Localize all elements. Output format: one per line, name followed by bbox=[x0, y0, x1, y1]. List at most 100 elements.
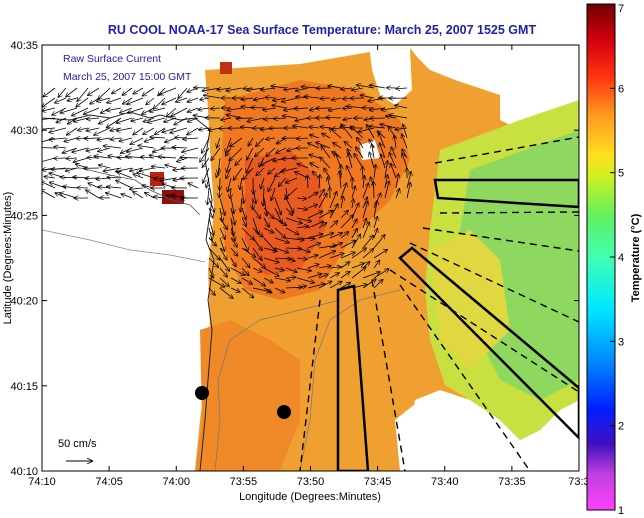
current-vector bbox=[208, 237, 216, 246]
current-vector bbox=[389, 115, 408, 119]
current-vector bbox=[165, 137, 177, 142]
current-vector bbox=[219, 217, 227, 229]
x-tick-label: 73:40 bbox=[431, 476, 459, 488]
current-vector bbox=[254, 98, 265, 100]
current-vector bbox=[285, 207, 292, 215]
current-vector bbox=[219, 247, 227, 260]
current-vector bbox=[42, 128, 56, 129]
current-vector bbox=[340, 240, 355, 249]
current-vector bbox=[148, 117, 166, 123]
current-vector bbox=[266, 138, 276, 139]
current-vector bbox=[241, 227, 254, 240]
x-tick-label: 74:05 bbox=[95, 476, 123, 488]
current-vector bbox=[122, 87, 133, 95]
current-vector bbox=[307, 222, 323, 229]
current-vector bbox=[133, 192, 144, 199]
station-marker bbox=[195, 386, 209, 400]
x-tick-label: 74:10 bbox=[28, 476, 56, 488]
current-vector bbox=[230, 267, 244, 275]
x-tick-label: 73:3 bbox=[568, 476, 589, 488]
current-vector bbox=[343, 108, 353, 109]
current-vector bbox=[344, 142, 353, 149]
current-vector bbox=[340, 211, 348, 219]
current-vector bbox=[42, 190, 56, 199]
current-vector bbox=[307, 264, 319, 269]
current-vector bbox=[230, 227, 235, 241]
x-tick-label: 73:45 bbox=[364, 476, 392, 488]
current-vector bbox=[159, 87, 177, 94]
current-vector bbox=[361, 95, 375, 99]
current-vector bbox=[247, 147, 254, 160]
current-vector bbox=[143, 87, 155, 96]
current-vector bbox=[208, 267, 213, 278]
current-vector bbox=[263, 187, 264, 206]
current-vector bbox=[72, 107, 89, 116]
current-vector bbox=[241, 98, 254, 100]
current-vector bbox=[176, 97, 188, 102]
current-vector bbox=[246, 157, 254, 173]
current-vector bbox=[146, 97, 155, 104]
current-vector bbox=[341, 197, 343, 209]
x-tick-label: 73:50 bbox=[297, 476, 325, 488]
current-vector bbox=[268, 177, 276, 191]
contour-line bbox=[42, 229, 206, 263]
current-vector bbox=[296, 258, 307, 259]
current-vector bbox=[307, 255, 318, 258]
current-vector bbox=[241, 247, 255, 257]
current-vector bbox=[207, 187, 209, 204]
current-vector bbox=[307, 211, 322, 219]
current-vector bbox=[188, 117, 199, 122]
current-vector bbox=[329, 267, 341, 268]
current-vector bbox=[187, 97, 199, 102]
current-vector bbox=[304, 96, 320, 98]
current-vector bbox=[263, 247, 277, 251]
current-vector bbox=[351, 186, 355, 199]
current-vector bbox=[369, 126, 386, 128]
transect-box bbox=[336, 284, 370, 471]
current-vector bbox=[152, 166, 166, 168]
current-vector bbox=[252, 247, 262, 260]
current-vector bbox=[130, 188, 144, 189]
current-vector bbox=[64, 137, 78, 141]
current-vector bbox=[333, 143, 342, 149]
current-vector bbox=[230, 247, 237, 256]
current-vector bbox=[374, 165, 376, 179]
current-vector bbox=[373, 217, 377, 229]
current-vector bbox=[208, 227, 212, 240]
current-vector bbox=[362, 249, 374, 259]
station-marker bbox=[277, 405, 291, 419]
current-vector bbox=[247, 117, 265, 121]
current-vector bbox=[263, 287, 272, 293]
dashed-sector-lines bbox=[299, 136, 579, 471]
current-vector bbox=[112, 87, 122, 93]
current-vector bbox=[97, 138, 111, 140]
current-vector bbox=[307, 192, 318, 199]
current-vector bbox=[180, 157, 199, 158]
current-vector bbox=[84, 107, 100, 114]
current-vector bbox=[307, 274, 322, 279]
current-vector bbox=[379, 133, 386, 149]
current-vector bbox=[319, 175, 320, 189]
current-vector bbox=[228, 177, 232, 191]
no-data-patch bbox=[360, 140, 380, 160]
current-vector bbox=[347, 166, 353, 179]
current-vector bbox=[373, 235, 385, 249]
current-vector bbox=[362, 279, 376, 289]
current-vector bbox=[310, 163, 320, 169]
current-vector bbox=[318, 233, 333, 239]
no-data-patch bbox=[395, 395, 540, 471]
current-vector bbox=[164, 117, 177, 122]
current-vector bbox=[356, 147, 364, 159]
current-vector bbox=[252, 257, 265, 268]
current-vector bbox=[220, 207, 222, 222]
current-vector bbox=[166, 107, 177, 117]
current-vector bbox=[42, 147, 56, 149]
current-vector bbox=[273, 98, 287, 101]
current-vector bbox=[219, 187, 220, 197]
current-vector bbox=[211, 108, 221, 109]
current-vector bbox=[216, 167, 221, 177]
current-vector bbox=[293, 126, 309, 128]
current-vector bbox=[318, 266, 331, 268]
current-vector bbox=[340, 252, 355, 259]
